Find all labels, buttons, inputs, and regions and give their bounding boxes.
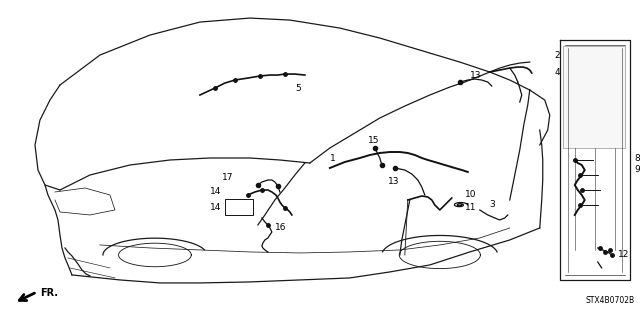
- Text: 9: 9: [635, 166, 640, 174]
- Text: 8: 8: [635, 153, 640, 162]
- Text: 14: 14: [210, 204, 221, 212]
- Text: STX4B0702B: STX4B0702B: [586, 296, 635, 305]
- Text: 16: 16: [275, 224, 286, 233]
- Text: 14: 14: [210, 188, 221, 197]
- Text: 11: 11: [465, 204, 476, 212]
- Text: 1: 1: [330, 153, 335, 162]
- Text: 10: 10: [465, 190, 476, 199]
- Text: 2: 2: [555, 50, 561, 60]
- Text: 3: 3: [490, 200, 495, 210]
- Text: 17: 17: [222, 174, 234, 182]
- Text: 12: 12: [618, 250, 629, 259]
- Text: 15: 15: [368, 136, 380, 145]
- Text: 13: 13: [470, 70, 481, 79]
- Text: FR.: FR.: [40, 288, 58, 298]
- Bar: [563, 46, 625, 148]
- Text: 5: 5: [295, 84, 301, 93]
- Text: 13: 13: [388, 177, 399, 187]
- Text: 4: 4: [555, 68, 561, 77]
- Bar: [225, 199, 253, 215]
